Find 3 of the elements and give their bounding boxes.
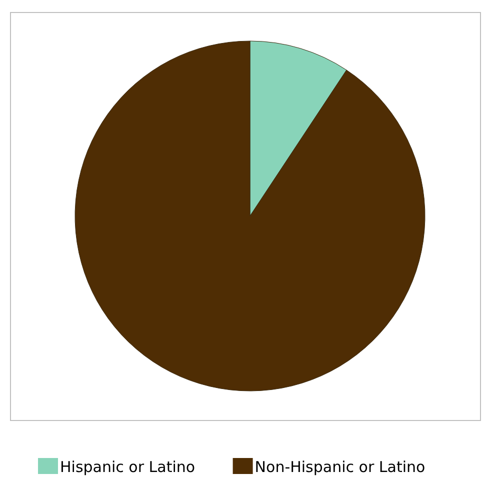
legend-label: Hispanic or Latino — [60, 458, 196, 476]
pie-slice — [74, 40, 426, 392]
legend-label: Non-Hispanic or Latino — [254, 458, 426, 476]
